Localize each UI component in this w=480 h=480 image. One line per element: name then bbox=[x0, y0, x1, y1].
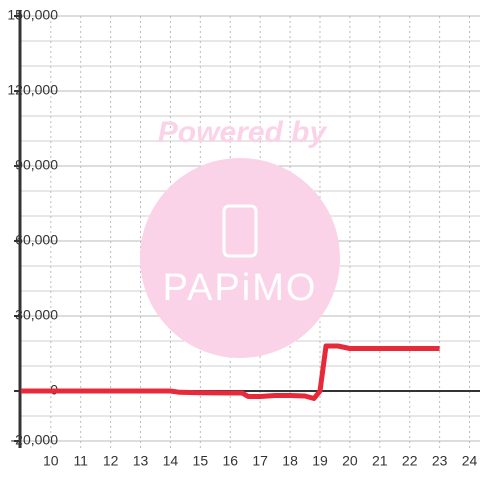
x-tick-label: 24 bbox=[462, 453, 478, 469]
x-tick-label: 12 bbox=[103, 453, 119, 469]
y-tick-label: 120,000 bbox=[7, 82, 58, 98]
x-tick-label: 10 bbox=[43, 453, 59, 469]
watermark: Powered by PAPiMO bbox=[140, 116, 340, 358]
x-tick-label: 11 bbox=[73, 453, 88, 469]
x-tick-label: 16 bbox=[222, 453, 238, 469]
y-tick-label: 150,000 bbox=[7, 7, 58, 23]
x-tick-label: 19 bbox=[312, 453, 328, 469]
x-tick-label: 14 bbox=[163, 453, 179, 469]
y-tick-label: 60,000 bbox=[15, 232, 58, 248]
y-tick-label: 90,000 bbox=[15, 157, 58, 173]
x-tick-label: 15 bbox=[193, 453, 209, 469]
y-tick-label: 30,000 bbox=[15, 307, 58, 323]
x-tick-label: 23 bbox=[432, 453, 448, 469]
x-tick-label: 18 bbox=[282, 453, 298, 469]
x-tick-label: 20 bbox=[342, 453, 358, 469]
x-tick-label: 22 bbox=[402, 453, 418, 469]
x-tick-label: 17 bbox=[252, 453, 268, 469]
x-tick-label: 13 bbox=[133, 453, 149, 469]
x-tick-label: 21 bbox=[372, 453, 388, 469]
watermark-icon bbox=[222, 204, 258, 258]
data-line bbox=[20, 343, 440, 401]
watermark-logo: PAPiMO bbox=[163, 267, 318, 309]
y-tick-label: -20,000 bbox=[11, 432, 59, 448]
watermark-text: Powered by bbox=[158, 116, 328, 149]
watermark-circle bbox=[140, 158, 340, 358]
